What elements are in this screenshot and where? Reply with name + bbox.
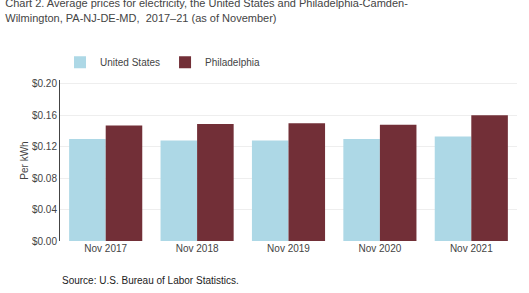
svg-text:$0.16: $0.16 — [32, 110, 57, 121]
svg-text:Per kWh: Per kWh — [19, 141, 30, 179]
svg-text:$0.00: $0.00 — [32, 236, 57, 247]
svg-text:Nov 2019: Nov 2019 — [267, 243, 310, 254]
svg-text:Nov 2021: Nov 2021 — [450, 243, 493, 254]
svg-text:Source: U.S. Bureau of Labor S: Source: U.S. Bureau of Labor Statistics. — [62, 275, 239, 286]
svg-text:Philadelphia: Philadelphia — [205, 57, 260, 68]
svg-text:Chart 2. Average prices for el: Chart 2. Average prices for electricity,… — [5, 0, 408, 24]
svg-text:$0.12: $0.12 — [32, 141, 57, 152]
svg-text:Nov 2018: Nov 2018 — [176, 243, 219, 254]
svg-text:$0.20: $0.20 — [32, 78, 57, 89]
svg-text:$0.04: $0.04 — [32, 204, 57, 215]
svg-text:$0.08: $0.08 — [32, 173, 57, 184]
svg-text:Nov 2017: Nov 2017 — [84, 243, 127, 254]
svg-text:United States: United States — [100, 57, 160, 68]
svg-text:Nov 2020: Nov 2020 — [358, 243, 401, 254]
